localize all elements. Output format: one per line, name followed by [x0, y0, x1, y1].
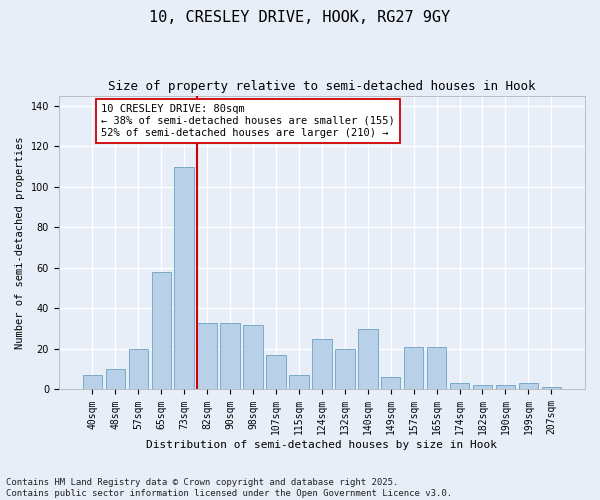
Bar	[128, 349, 148, 390]
Bar	[427, 347, 446, 390]
Bar	[450, 384, 469, 390]
Bar	[220, 322, 240, 390]
Bar	[404, 347, 424, 390]
Bar	[83, 376, 102, 390]
Bar	[244, 324, 263, 390]
Bar	[289, 376, 308, 390]
Bar	[152, 272, 171, 390]
Text: 10, CRESLEY DRIVE, HOOK, RG27 9GY: 10, CRESLEY DRIVE, HOOK, RG27 9GY	[149, 10, 451, 25]
Bar	[335, 349, 355, 390]
Text: 10 CRESLEY DRIVE: 80sqm
← 38% of semi-detached houses are smaller (155)
52% of s: 10 CRESLEY DRIVE: 80sqm ← 38% of semi-de…	[101, 104, 395, 138]
Text: Contains HM Land Registry data © Crown copyright and database right 2025.
Contai: Contains HM Land Registry data © Crown c…	[6, 478, 452, 498]
Bar	[197, 322, 217, 390]
Bar	[266, 355, 286, 390]
Bar	[496, 386, 515, 390]
Bar	[518, 384, 538, 390]
Title: Size of property relative to semi-detached houses in Hook: Size of property relative to semi-detach…	[108, 80, 536, 93]
Y-axis label: Number of semi-detached properties: Number of semi-detached properties	[15, 136, 25, 349]
Bar	[312, 339, 332, 390]
Bar	[358, 328, 377, 390]
Bar	[175, 166, 194, 390]
Bar	[542, 388, 561, 390]
Bar	[473, 386, 492, 390]
X-axis label: Distribution of semi-detached houses by size in Hook: Distribution of semi-detached houses by …	[146, 440, 497, 450]
Bar	[106, 369, 125, 390]
Bar	[381, 378, 400, 390]
